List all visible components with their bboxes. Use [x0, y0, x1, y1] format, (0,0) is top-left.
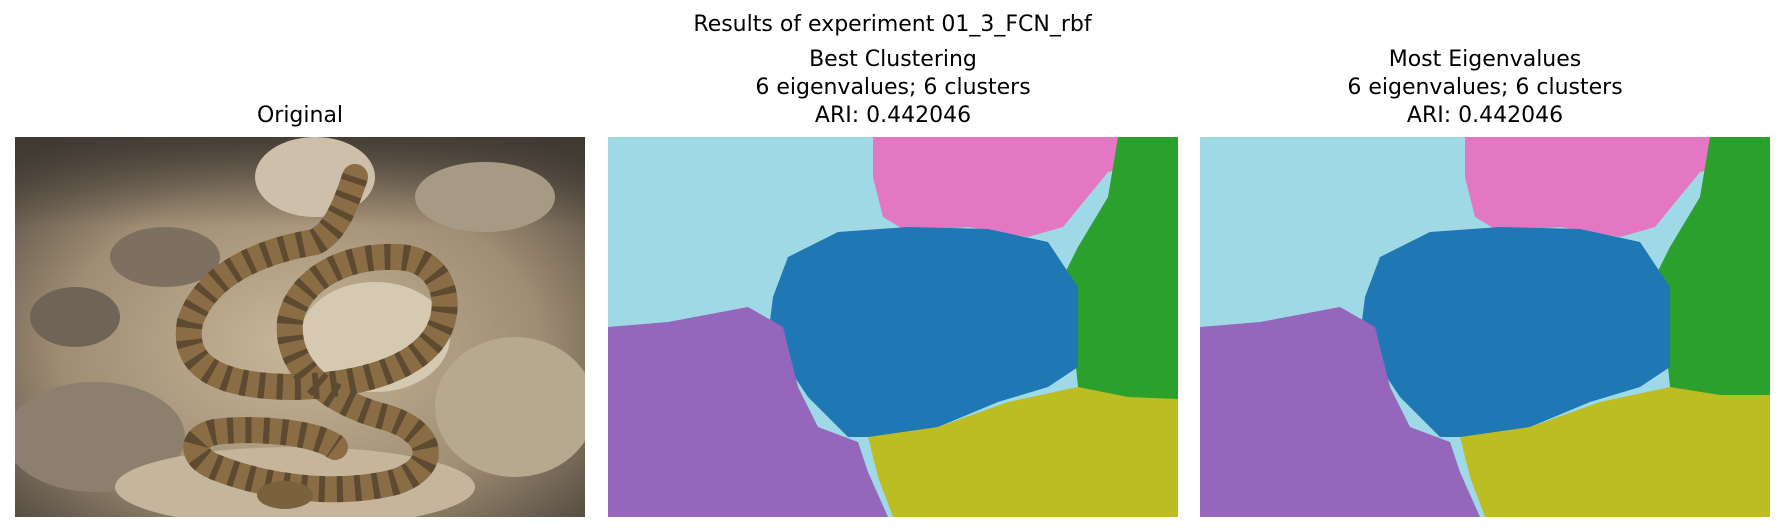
panel-title-line: Best Clustering	[809, 47, 977, 72]
best-clustering-panel	[608, 137, 1178, 517]
cluster-region-olive	[1460, 387, 1770, 517]
cluster-region-green	[1650, 137, 1770, 402]
cluster-region-green	[1058, 137, 1178, 407]
panel-title-line: 6 eigenvalues; 6 clusters	[1347, 75, 1623, 100]
panel-title-line: ARI: 0.442046	[1406, 103, 1564, 128]
panel-title-line: Most Eigenvalues	[1388, 47, 1582, 72]
cluster-region-purple	[608, 307, 888, 517]
panel-original-title: Original	[15, 102, 585, 130]
cluster-region-olive	[868, 387, 1178, 517]
snake-photo	[15, 137, 585, 517]
cluster-region-pink	[1465, 137, 1720, 237]
panel-best-clustering-title: Best Clustering 6 eigenvalues; 6 cluster…	[608, 46, 1178, 130]
most-eigenvalues-segmentation-map	[1200, 137, 1770, 517]
cluster-region-blue	[768, 227, 1078, 437]
cluster-region-pink	[873, 137, 1128, 237]
figure-suptitle: Results of experiment 01_3_FCN_rbf	[693, 12, 1092, 37]
most-eigenvalues-panel	[1200, 137, 1770, 517]
panel-title-line: Original	[256, 103, 344, 128]
original-image-panel	[15, 137, 585, 517]
panel-title-line: ARI: 0.442046	[814, 103, 972, 128]
panel-most-eigenvalues-title: Most Eigenvalues 6 eigenvalues; 6 cluste…	[1200, 46, 1770, 130]
cluster-region-purple	[1200, 307, 1480, 517]
cluster-region-blue	[1360, 227, 1670, 437]
panel-title-line: 6 eigenvalues; 6 clusters	[755, 75, 1031, 100]
best-clustering-segmentation-map	[608, 137, 1178, 517]
